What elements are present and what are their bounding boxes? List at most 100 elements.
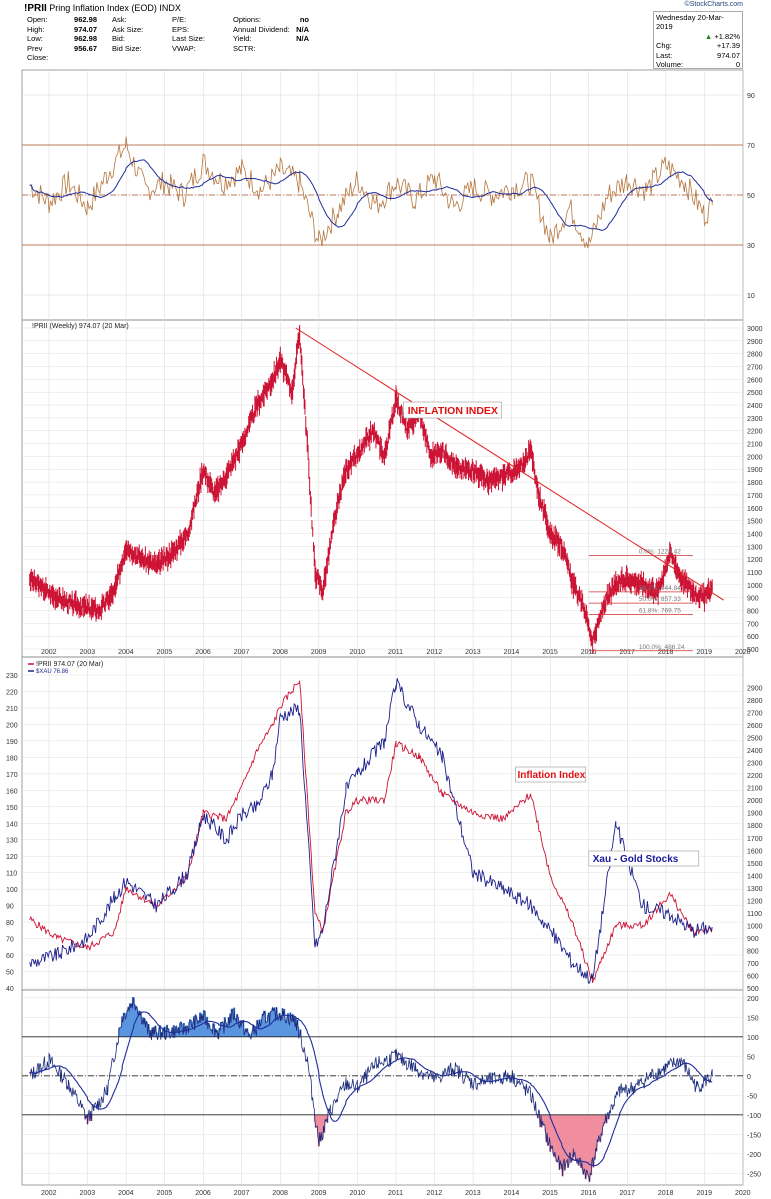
xau-tick-label: 130 bbox=[6, 838, 18, 845]
price-tick-label: 1900 bbox=[747, 467, 763, 474]
momentum-tick-label: 50 bbox=[747, 1054, 755, 1061]
rsi-tick-label: 50 bbox=[747, 193, 755, 200]
xau-tick-label: 150 bbox=[6, 805, 18, 812]
price-tick-label: 1500 bbox=[747, 519, 763, 526]
field-label: P/E: bbox=[172, 15, 187, 24]
year-tick-label: 2011 bbox=[388, 649, 403, 656]
momentum-tick-label: 150 bbox=[747, 1015, 759, 1022]
annotation-box bbox=[588, 850, 700, 867]
rsi-tick-label: 10 bbox=[747, 293, 755, 300]
price-tick-label: 700 bbox=[747, 621, 759, 628]
xau-tick-label: 40 bbox=[6, 986, 14, 993]
xau-tick-label: 140 bbox=[6, 821, 18, 828]
xau-tick-label: 70 bbox=[6, 937, 14, 944]
year-tick-label: 2010 bbox=[349, 1190, 365, 1197]
col4-row-0: Options: no bbox=[233, 15, 309, 25]
col3-row-2: Last Size: bbox=[172, 34, 238, 44]
price-tick-label: 600 bbox=[747, 634, 759, 641]
year-tick-label: 2020 bbox=[735, 1190, 751, 1197]
year-tick-label: 2004 bbox=[118, 649, 134, 656]
xau-tick-label: 120 bbox=[6, 854, 18, 861]
inflation-index-annotation: INFLATION INDEX bbox=[403, 401, 503, 419]
year-tick-label: 2013 bbox=[465, 1190, 481, 1197]
fib-level-label: 100.0%: 486.24 bbox=[639, 644, 685, 651]
prii-tick-label: 700 bbox=[747, 961, 759, 968]
annotation-text: INFLATION INDEX bbox=[408, 405, 498, 417]
chart-title: !PRII Pring Inflation Index (EOD) INDX bbox=[24, 3, 181, 14]
field-label: EPS: bbox=[172, 24, 190, 34]
momentum-tick-label: -100 bbox=[747, 1113, 761, 1120]
prii-tick-label: 2100 bbox=[747, 786, 763, 793]
xau-tick-label: 210 bbox=[6, 706, 18, 713]
field-label: Options: bbox=[233, 15, 261, 24]
year-tick-label: 2003 bbox=[80, 649, 96, 656]
price-tick-label: 2500 bbox=[747, 390, 763, 397]
xau-series-line bbox=[29, 678, 713, 984]
col1-row-1: High: 974.07 bbox=[27, 25, 97, 35]
xau-tick-label: 80 bbox=[6, 920, 14, 927]
prii-tick-label: 1400 bbox=[747, 873, 763, 880]
field-value: N/A bbox=[296, 34, 309, 44]
price-tick-label: 2400 bbox=[747, 403, 763, 410]
xau-tick-label: 180 bbox=[6, 755, 18, 762]
field-label: Last Size: bbox=[172, 34, 205, 44]
year-tick-label: 2007 bbox=[234, 1190, 250, 1197]
year-tick-label: 2018 bbox=[658, 1190, 674, 1197]
prii-tick-label: 1300 bbox=[747, 886, 763, 893]
col1-row-0: Open: 962.98 bbox=[27, 15, 97, 25]
year-tick-label: 2003 bbox=[80, 1190, 96, 1197]
col1-row-2: Low: 962.98 bbox=[27, 34, 97, 44]
price-tick-label: 1800 bbox=[747, 480, 763, 487]
panel-frame-cmp bbox=[21, 656, 744, 991]
xau-tick-label: 220 bbox=[6, 689, 18, 696]
price-tick-label: 800 bbox=[747, 608, 759, 615]
prii-tick-label: 1900 bbox=[747, 811, 763, 818]
field-value: 974.07 bbox=[74, 24, 97, 34]
year-tick-label: 2013 bbox=[465, 649, 481, 656]
year-tick-label: 2006 bbox=[195, 1190, 211, 1197]
annotation-text: Inflation Index bbox=[518, 770, 586, 781]
field-value: no bbox=[299, 15, 309, 24]
year-tick-label: 2016 bbox=[581, 1190, 597, 1197]
year-tick-label: 2006 bbox=[195, 649, 211, 656]
stockcharts-logo[interactable]: ©StockCharts.com bbox=[684, 1, 743, 8]
legend-label-prii: !PRII 974.07 (20 Mar) bbox=[36, 661, 103, 668]
year-tick-label: 2009 bbox=[311, 1190, 327, 1197]
price-tick-label: 500 bbox=[747, 647, 759, 654]
xau-tick-label: 90 bbox=[6, 904, 14, 911]
field-label: Low: bbox=[27, 34, 43, 44]
year-tick-label: 2010 bbox=[349, 649, 365, 656]
field-label: Bid Size: bbox=[112, 43, 142, 53]
price-tick-label: 1300 bbox=[747, 544, 763, 551]
prii-tick-label: 1000 bbox=[747, 923, 763, 930]
col3-row-3: VWAP: bbox=[172, 44, 238, 54]
price-legend: !PRII (Weekly) 974.07 (20 Mar) bbox=[32, 323, 129, 330]
momentum-negative-fill bbox=[84, 1114, 610, 1182]
year-tick-label: 2017 bbox=[619, 649, 635, 656]
price-tick-label: 2200 bbox=[747, 429, 763, 436]
prii-tick-label: 1700 bbox=[747, 836, 763, 843]
year-tick-label: 2014 bbox=[504, 649, 520, 656]
price-tick-label: 2600 bbox=[747, 377, 763, 384]
compare-legend: !PRII 974.07 (20 Mar)$XAU 76.86 bbox=[28, 661, 103, 675]
xau-tick-label: 200 bbox=[6, 722, 18, 729]
prii-series-line bbox=[29, 680, 713, 984]
chart-header: !PRII Pring Inflation Index (EOD) INDX ©… bbox=[0, 0, 771, 70]
quote-volume: Volume: 0 bbox=[656, 60, 740, 70]
year-tick-label: 2002 bbox=[41, 649, 57, 656]
momentum-moving-average bbox=[29, 1011, 713, 1167]
rsi-line bbox=[29, 136, 713, 249]
year-tick-label: 2019 bbox=[696, 649, 712, 656]
year-tick-label: 2012 bbox=[427, 649, 443, 656]
price-tick-label: 2000 bbox=[747, 454, 763, 461]
fib-level-label: 38.2%: 944.84 bbox=[639, 585, 681, 592]
inflation-index-label: Inflation Index bbox=[515, 766, 586, 783]
prii-tick-label: 500 bbox=[747, 986, 759, 993]
momentum-line bbox=[29, 996, 713, 1182]
xau-tick-label: 60 bbox=[6, 953, 14, 960]
up-arrow-icon: ▲ bbox=[704, 31, 713, 41]
xau-tick-label: 160 bbox=[6, 788, 18, 795]
quote-date: Wednesday 20-Mar-2019 bbox=[656, 13, 724, 32]
field-label: Prev Close: bbox=[27, 43, 49, 63]
prii-tick-label: 2900 bbox=[747, 686, 763, 693]
